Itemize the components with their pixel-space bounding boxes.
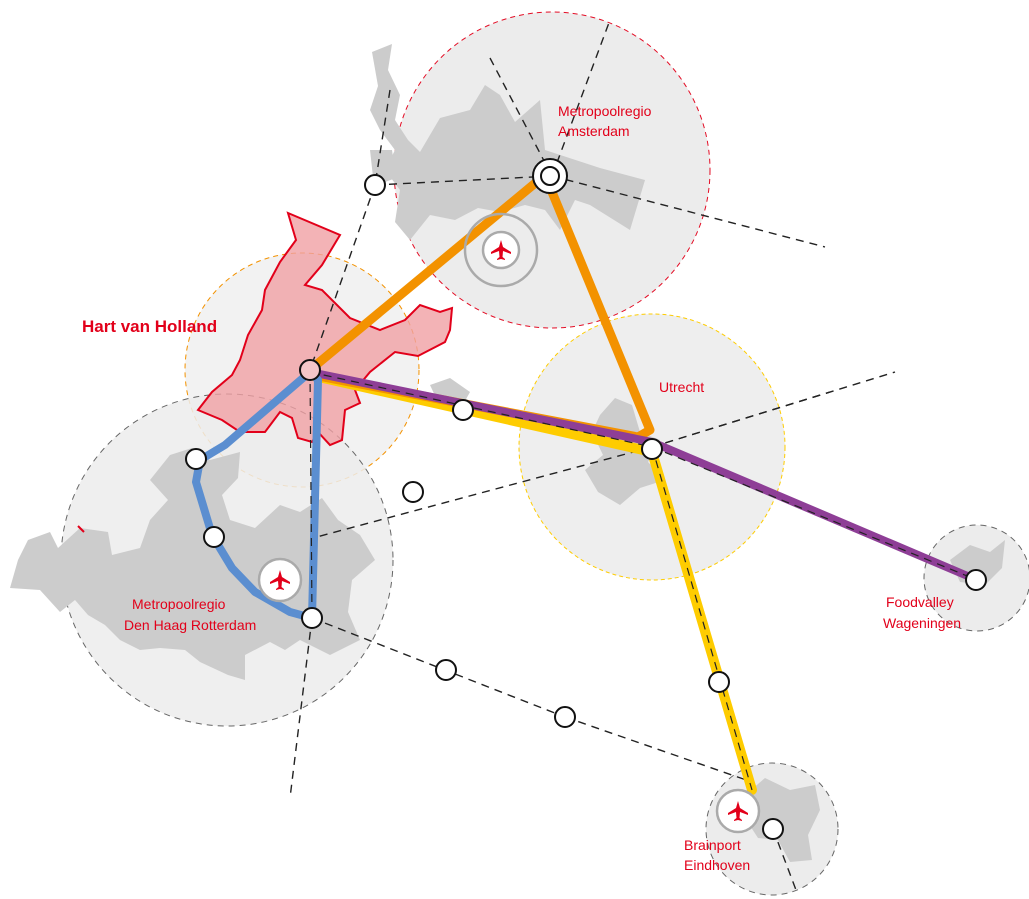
station-node (641, 438, 663, 460)
airport-eindhoven (715, 788, 761, 834)
urban-denhaag (10, 448, 375, 680)
urban-areas (10, 44, 1005, 862)
label-denhaag-2: Den Haag Rotterdam (124, 617, 256, 633)
airport-schiphol (463, 212, 539, 288)
label-utrecht: Utrecht (659, 379, 704, 395)
label-eindhoven-2: Eindhoven (684, 857, 750, 873)
station-node (185, 448, 207, 470)
station-nodes (185, 158, 987, 840)
label-foodvalley-1: Foodvalley (886, 594, 954, 610)
airport-rotterdam (257, 557, 303, 603)
station-node (402, 481, 424, 503)
label-amsterdam-1: Metropoolregio (558, 103, 652, 119)
label-denhaag-1: Metropoolregio (132, 596, 226, 612)
station-node (301, 607, 323, 629)
station-node (452, 399, 474, 421)
station-node-hart (299, 359, 321, 381)
station-node (554, 706, 576, 728)
urban-eindhoven (745, 778, 820, 862)
station-node (965, 569, 987, 591)
airplane-icon (270, 570, 290, 590)
label-amsterdam-2: Amsterdam (558, 123, 630, 139)
corridor-centerlines (309, 369, 978, 791)
label-eindhoven-1: Brainport (684, 837, 741, 853)
corridor-blue (192, 368, 322, 622)
dashed-connections (289, 19, 896, 891)
page-title: Hart van Holland (82, 317, 217, 336)
label-foodvalley-2: Wageningen (883, 615, 961, 631)
station-node (435, 659, 457, 681)
airplane-icon (491, 240, 511, 260)
station-node (708, 671, 730, 693)
station-node (364, 174, 386, 196)
station-node (203, 526, 225, 548)
hart-van-holland-area (196, 211, 454, 447)
marker-tick (77, 525, 85, 533)
labels: Hart van Holland Metropoolregio Amsterda… (82, 103, 961, 873)
urban-utrecht (585, 398, 665, 505)
station-node-amsterdam-inner (540, 166, 560, 186)
airplane-icon (728, 801, 748, 821)
airports (257, 212, 761, 834)
station-node (762, 818, 784, 840)
urban-amsterdam (370, 44, 645, 240)
